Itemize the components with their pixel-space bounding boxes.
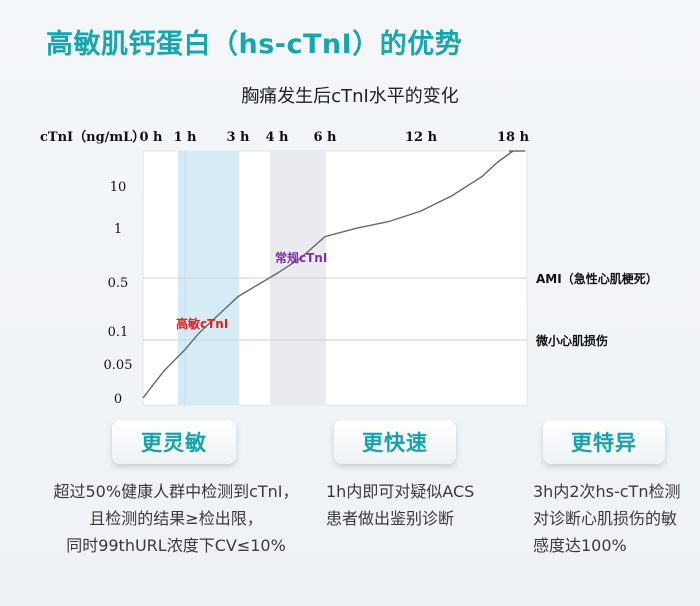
advantage-desc-sensitive: 超过50%健康人群中检测到cTnI， 且检测的结果≥检出限， 同时99thURL… bbox=[40, 478, 312, 559]
y-tick-label: 1 bbox=[114, 222, 122, 237]
reference-line-label-0: AMI（急性心肌梗死） bbox=[536, 271, 658, 286]
advantage-button-specific: 更特异 bbox=[543, 420, 665, 464]
desc-line: 1h内即可对疑似ACS bbox=[326, 482, 475, 501]
desc-line: 对诊断心肌损伤的敏 bbox=[533, 509, 678, 528]
x-tick-label: 1 h bbox=[173, 130, 197, 145]
desc-line: 3h内2次hs-cTn检测 bbox=[533, 482, 681, 501]
advantage-desc-specific: 3h内2次hs-cTn检测 对诊断心肌损伤的敏 感度达100% bbox=[533, 478, 698, 559]
line-chart: AMI（急性心肌梗死） 微小心肌损伤 cTnI（ng/mL）0 h 1 h 3 h 4 h… bbox=[40, 129, 658, 407]
y-tick-label: 0.1 bbox=[108, 325, 129, 340]
y-tick-label: 10 bbox=[110, 180, 127, 195]
desc-line: 超过50%健康人群中检测到cTnI， bbox=[53, 482, 299, 501]
page-title: 高敏肌钙蛋白（hs-cTnI）的优势 bbox=[46, 29, 463, 60]
series-annotation-1: 常规cTnI bbox=[275, 250, 327, 265]
x-tick-label: 0 h bbox=[139, 130, 163, 145]
desc-line: 同时99thURL浓度下CV≤10% bbox=[66, 536, 286, 555]
x-tick-label: 18 h bbox=[497, 130, 530, 145]
desc-line: 且检测的结果≥检出限， bbox=[89, 509, 263, 528]
y-tick-label: 0.05 bbox=[104, 358, 133, 373]
advantage-desc-fast: 1h内即可对疑似ACS 患者做出鉴别诊断 bbox=[326, 478, 506, 532]
advantage-button-sensitive: 更灵敏 bbox=[112, 420, 236, 464]
reference-line-label-1: 微小心肌损伤 bbox=[535, 333, 608, 348]
x-tick-label: 4 h bbox=[265, 130, 289, 145]
desc-line: 感度达100% bbox=[533, 536, 627, 555]
advantage-button-fast: 更快速 bbox=[334, 420, 456, 464]
series-annotation-0: 高敏cTnI bbox=[176, 316, 228, 331]
series-line bbox=[142, 150, 514, 399]
x-tick-label: 3 h bbox=[226, 130, 250, 145]
x-tick-label: 12 h bbox=[405, 130, 438, 145]
x-tick-label: 6 h bbox=[313, 130, 337, 145]
y-tick-label: 0 bbox=[114, 392, 122, 407]
desc-line: 患者做出鉴别诊断 bbox=[326, 509, 455, 528]
chart-title: 胸痛发生后cTnI水平的变化 bbox=[241, 86, 459, 107]
y-tick-label: 0.5 bbox=[108, 276, 129, 291]
y-axis-label: cTnI（ng/mL） bbox=[40, 129, 145, 145]
